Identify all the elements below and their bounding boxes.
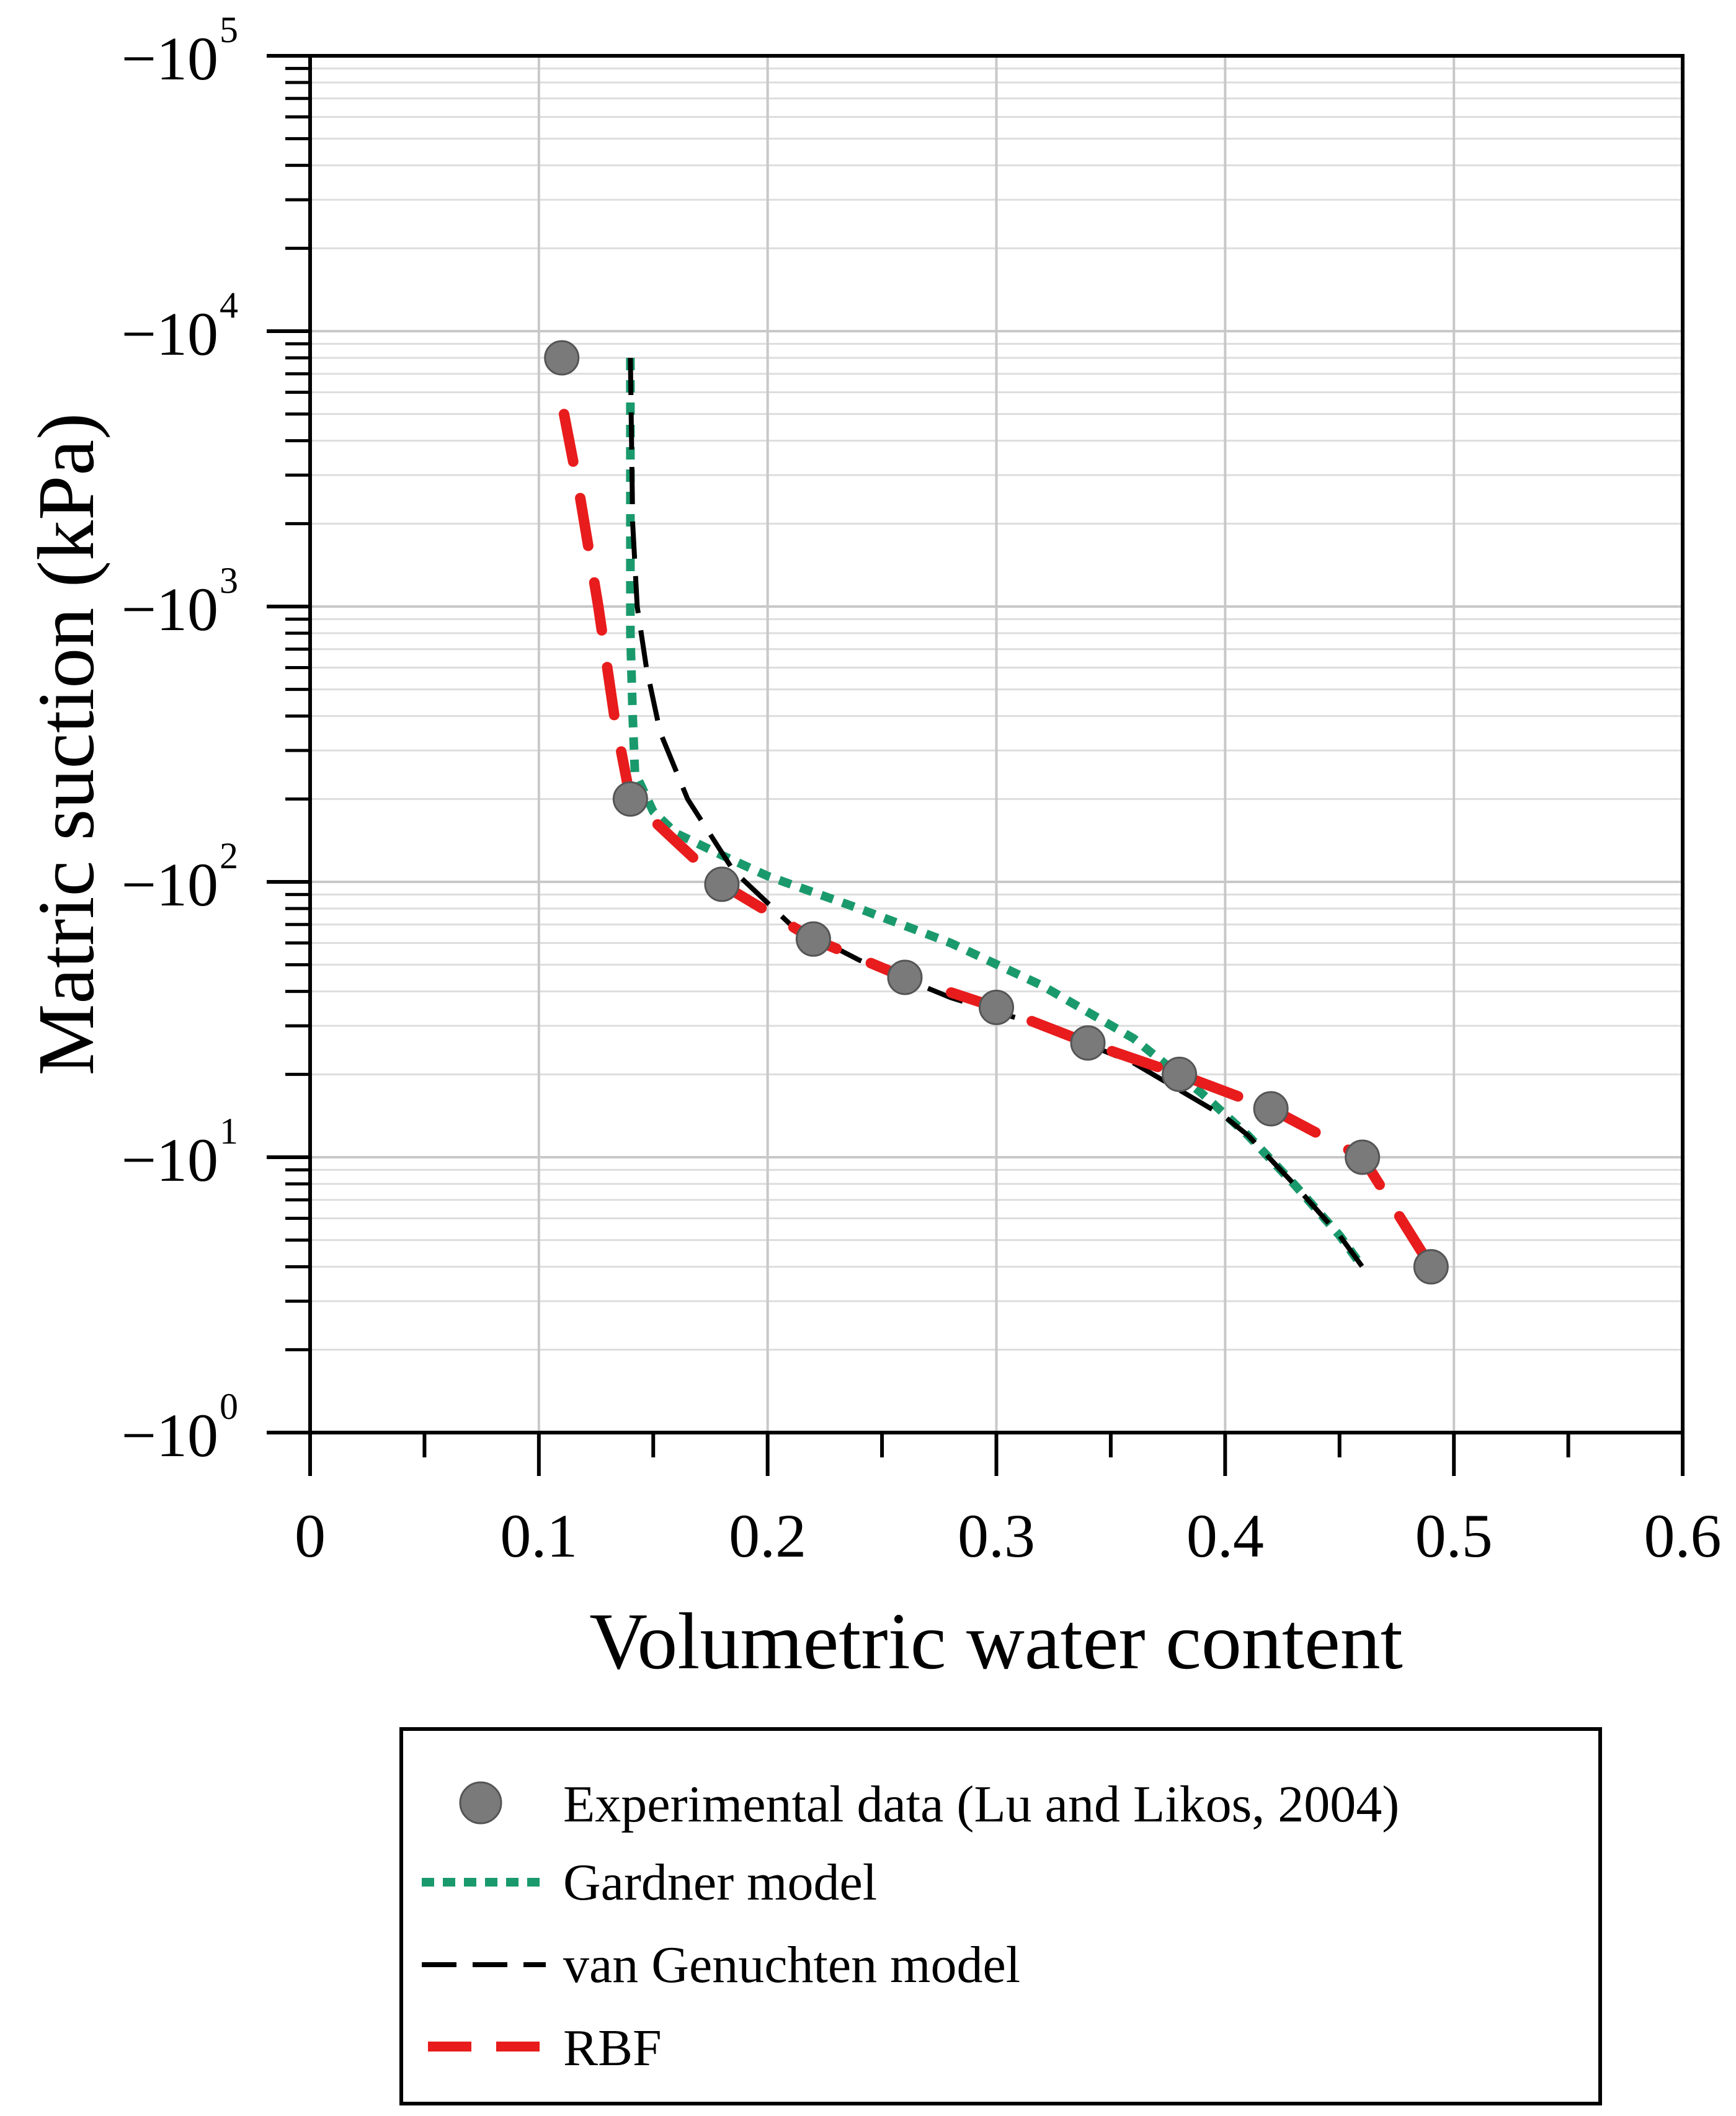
x-tick-label: 0.4: [1186, 1501, 1264, 1570]
legend-marker-experimental: [459, 1781, 502, 1825]
legend-label-van-genuchten: van Genuchten model: [563, 1936, 1020, 1994]
legend-label-rbf: RBF: [563, 2019, 662, 2077]
data-point-experimental: [979, 989, 1014, 1025]
data-point-experimental: [612, 781, 648, 817]
data-point-experimental: [887, 959, 923, 995]
experimental-markers: [544, 340, 1449, 1285]
legend: Experimental data (Lu and Likos, 2004) G…: [399, 1727, 1602, 2105]
data-point-experimental: [795, 921, 831, 957]
y-tick-label-exponent: 5: [220, 9, 238, 50]
legend-box: [399, 1727, 1602, 2105]
x-tick-label: 0.5: [1415, 1501, 1493, 1570]
axis-ticks: [267, 54, 1685, 1476]
y-tick-label-exponent: 0: [220, 1386, 238, 1427]
data-point-experimental: [1253, 1091, 1289, 1127]
y-tick-label: −10: [122, 24, 218, 93]
data-point-experimental: [1070, 1025, 1106, 1061]
y-tick-label: −10: [122, 1401, 218, 1470]
y-axis-title: Matric suction (kPa): [22, 413, 111, 1076]
grid-lines: [310, 56, 1683, 1434]
y-tick-label: −10: [122, 300, 218, 368]
legend-label-gardner: Gardner model: [563, 1854, 877, 1911]
y-tick-label-exponent: 4: [220, 285, 238, 326]
x-tick-label: 0.3: [958, 1501, 1035, 1570]
y-tick-label-exponent: 1: [220, 1111, 238, 1152]
x-axis-title: Volumetric water content: [589, 1597, 1403, 1686]
data-point-experimental: [544, 340, 580, 376]
x-tick-label: 0.2: [729, 1501, 806, 1570]
y-tick-label: −10: [122, 850, 218, 919]
y-tick-label: −10: [122, 1126, 218, 1194]
tick-labels: 0 0.1 0.2 0.3 0.4 0.5 0.6−10 0−10 1−10 2−10 3−10 4−…: [122, 9, 1722, 1570]
data-point-experimental: [1413, 1249, 1449, 1285]
series-line-dashed: [628, 357, 1364, 1269]
data-point-experimental: [704, 866, 740, 902]
x-tick-label: 0: [295, 1501, 326, 1570]
x-tick-label: 0.1: [500, 1501, 577, 1570]
x-tick-label: 0.6: [1644, 1501, 1722, 1570]
y-tick-label: −10: [122, 575, 218, 644]
data-point-experimental: [1345, 1139, 1381, 1175]
legend-label-experimental: Experimental data (Lu and Likos, 2004): [563, 1776, 1399, 1833]
y-tick-label-exponent: 3: [220, 560, 238, 601]
series-line-dotted: [626, 358, 1366, 1269]
y-tick-label-exponent: 2: [220, 835, 238, 876]
data-point-experimental: [1162, 1056, 1198, 1092]
